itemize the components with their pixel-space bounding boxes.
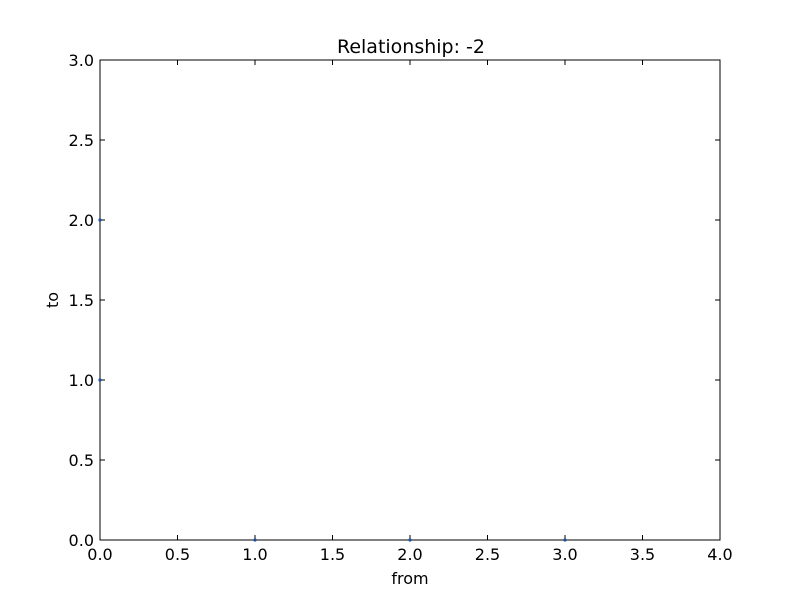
x-tick-label: 2.5 [475,545,500,564]
plot-frame [99,59,721,541]
x-tick-label: 1.0 [242,545,267,564]
y-tick-label: 2.5 [69,131,94,150]
x-tick-label: 0.5 [165,545,190,564]
y-tick-label: 1.0 [69,371,94,390]
x-axis-label: from [391,569,428,588]
x-tick-label: 4.0 [707,545,732,564]
y-axis-label: to [43,292,62,308]
x-tick-label: 0.0 [87,545,112,564]
x-tick-label: 3.5 [630,545,655,564]
x-tick-label: 2.0 [397,545,422,564]
x-axis: 0.0 0.5 1.0 1.5 2.0 2.5 3.0 3.5 4.0 [87,60,733,564]
y-tick-label: 3.0 [69,51,94,70]
y-axis: 0.0 0.5 1.0 1.5 2.0 2.5 3.0 [69,51,720,550]
data-point [563,538,567,542]
y-tick-label: 0.5 [69,451,94,470]
data-point [253,538,257,542]
data-point [98,218,102,222]
data-point [98,378,102,382]
x-tick-label: 3.0 [552,545,577,564]
data-point [408,538,412,542]
y-tick-label: 0.0 [69,531,94,550]
chart-title: Relationship: -2 [337,36,485,58]
data-points [98,218,567,542]
y-tick-label: 2.0 [69,211,94,230]
x-tick-label: 1.5 [320,545,345,564]
plot-area [99,59,721,541]
y-tick-label: 1.5 [69,291,94,310]
